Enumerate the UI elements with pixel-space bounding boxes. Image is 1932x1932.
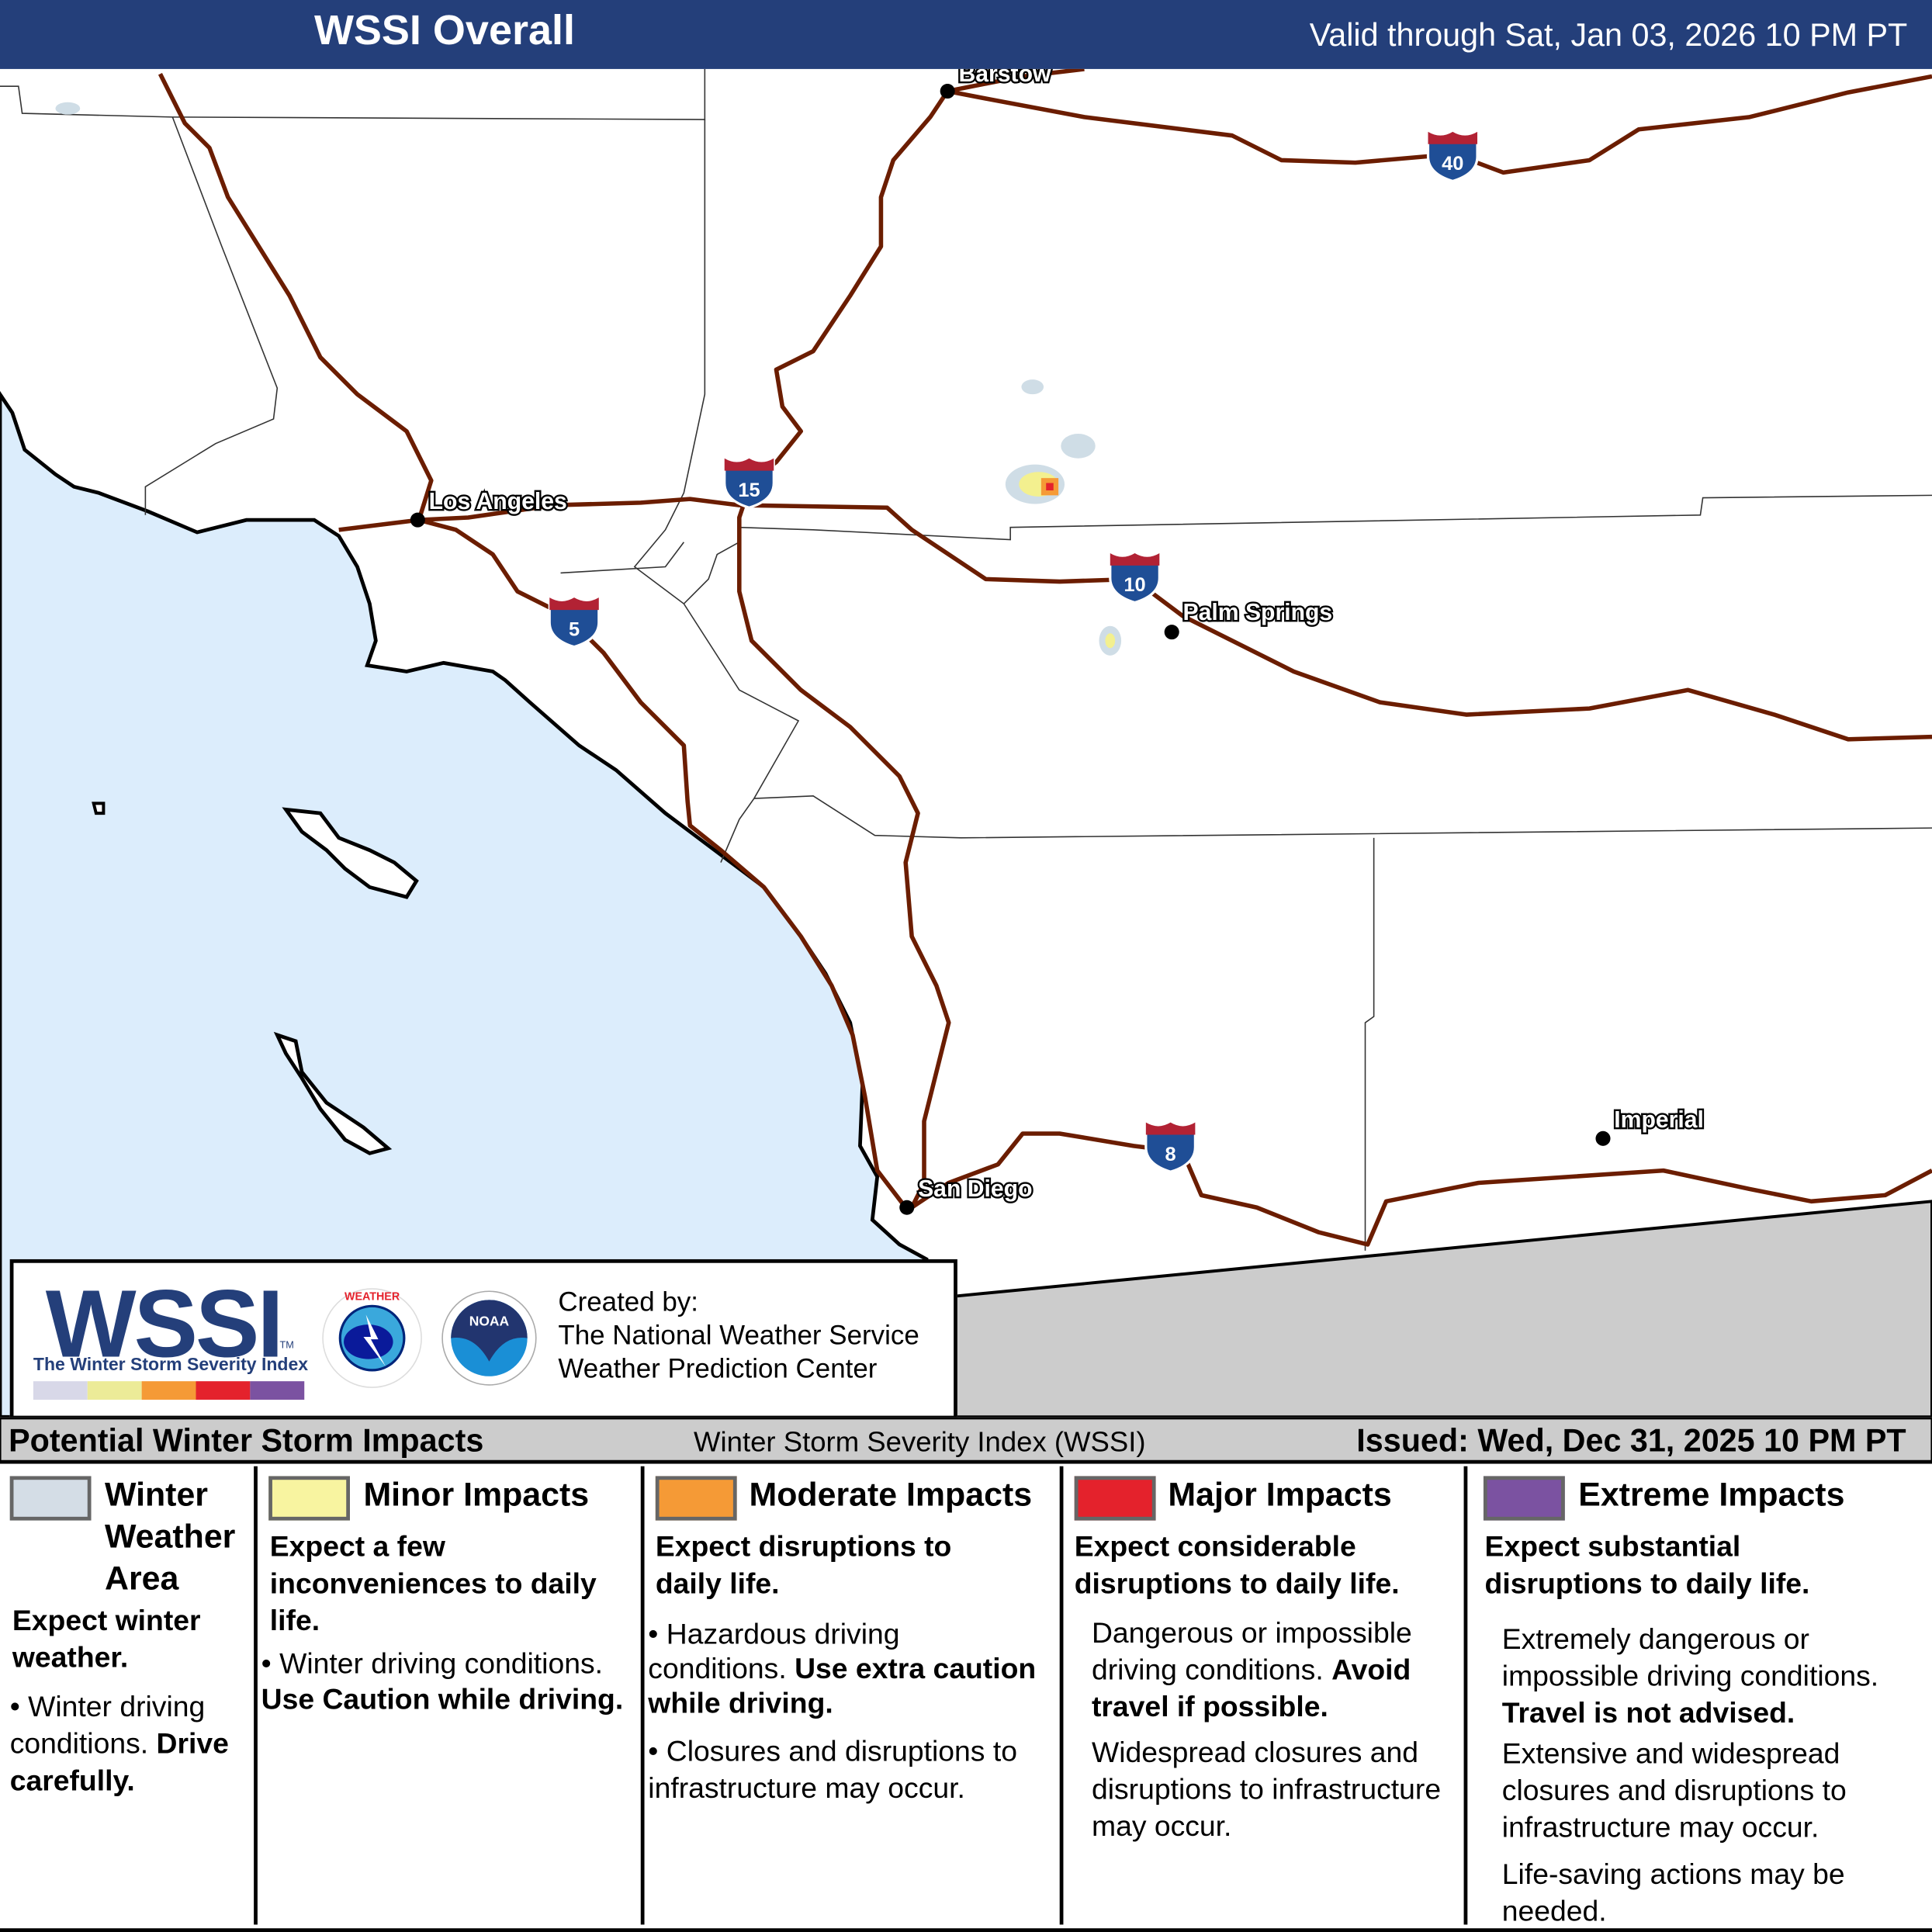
header-bar: WSSI Overall Valid through Sat, Jan 03, … (0, 0, 1932, 69)
swatch-major (1074, 1476, 1156, 1521)
barstow-west-route (947, 68, 1085, 94)
legend-extreme-impacts: Extreme Impacts Expect substantial disru… (1469, 1464, 1932, 1930)
interstate-shields: 40 15 10 5 8 (548, 130, 1479, 1173)
nws-logo-icon: WEATHER (322, 1288, 422, 1388)
trademark: TM (279, 1339, 294, 1351)
wssi-logo: WSSI (45, 1269, 284, 1378)
noaa-logo-icon: NOAA (441, 1290, 537, 1386)
legend-divider (1463, 1466, 1468, 1925)
legend-title: Potential Winter Storm Impacts (9, 1421, 484, 1459)
interstate-shield-5: 5 (548, 595, 601, 649)
swatch-minor (268, 1476, 350, 1521)
map-title: WSSI Overall (313, 7, 576, 54)
category-name: Moderate Impacts (749, 1476, 1033, 1514)
county-lines (0, 68, 1932, 1251)
category-bullet: • Closures and disruptions to infrastruc… (648, 1734, 1017, 1804)
created-by-text: Created by: The National Weather Service… (558, 1285, 919, 1385)
agency-logos: WEATHER NOAA (322, 1288, 537, 1388)
legend-winter-weather-area: Winter Weather Area Expect winter weathe… (0, 1464, 254, 1930)
legend-major-impacts: Major Impacts Expect considerable disrup… (1065, 1464, 1464, 1930)
category-name: Extreme Impacts (1578, 1476, 1845, 1514)
category-lead: Expect winter weather. (12, 1604, 201, 1674)
category-name: Minor Impacts (363, 1476, 590, 1514)
interstate-5-route (418, 518, 908, 1209)
ocean (0, 390, 939, 1418)
legend-minor-impacts: Minor Impacts Expect a few inconvenience… (258, 1464, 640, 1930)
category-lead: Expect considerable disruptions to daily… (1074, 1530, 1400, 1600)
category-name: Major Impacts (1168, 1476, 1392, 1514)
category-lead: Expect a few inconveniences to daily lif… (269, 1530, 597, 1636)
interstate-15-route (737, 89, 951, 1209)
interstate-8-route (910, 1131, 1932, 1247)
valid-time: Valid through Sat, Jan 03, 2026 10 PM PT (1309, 16, 1908, 54)
category-bullet: • Winter driving conditions. Use Caution… (261, 1647, 624, 1716)
island-catalina (282, 807, 419, 899)
svg-text:NOAA: NOAA (469, 1314, 510, 1329)
category-name: Winter Weather Area (104, 1476, 236, 1598)
legend-header-strip: Potential Winter Storm Impacts Winter St… (0, 1417, 1932, 1464)
index-name: Winter Storm Severity Index (WSSI) (694, 1425, 1146, 1458)
city-palm-springs: Palm Springs (1182, 600, 1332, 625)
category-bullet: • Winter driving conditions. Drive caref… (9, 1690, 229, 1797)
city-markers: Barstow Los Angeles Palm Springs San Die… (410, 69, 1705, 1215)
svg-text:5: 5 (569, 618, 580, 640)
island-san-clemente (273, 1031, 393, 1155)
bottom-border (0, 1928, 1932, 1932)
la-north-route (158, 73, 434, 521)
legend-divider (254, 1466, 258, 1925)
svg-text:WEATHER: WEATHER (345, 1290, 400, 1303)
interstate-10-route (338, 497, 1932, 742)
wssi-color-bar (33, 1381, 305, 1400)
legend-divider (1059, 1466, 1064, 1925)
svg-text:8: 8 (1165, 1144, 1176, 1165)
category-text: Extremely dangerous or impossible drivin… (1501, 1622, 1879, 1729)
svg-text:40: 40 (1442, 153, 1463, 175)
hazard-areas (55, 102, 1122, 656)
category-text: Widespread closures and disruptions to i… (1091, 1736, 1442, 1843)
city-barstow: Barstow (958, 69, 1051, 87)
credits-box: WSSI TM The Winter Storm Severity Index … (9, 1259, 957, 1420)
category-lead: Expect substantial disruptions to daily … (1484, 1530, 1810, 1600)
city-san-diego: San Diego (918, 1176, 1032, 1202)
interstate-shield-10: 10 (1109, 551, 1161, 604)
legend-divider (640, 1466, 645, 1925)
interstate-shield-8: 8 (1144, 1120, 1196, 1173)
legend-moderate-impacts: Moderate Impacts Expect disruptions to d… (646, 1464, 1060, 1930)
category-text: Dangerous or impossible driving conditio… (1091, 1616, 1412, 1723)
category-text: Life-saving actions may be needed. (1501, 1858, 1845, 1927)
swatch-extreme (1483, 1476, 1565, 1521)
swatch-winter-weather-area (9, 1476, 92, 1521)
svg-text:15: 15 (738, 480, 760, 501)
city-imperial: Imperial (1614, 1107, 1704, 1133)
city-los-angeles: Los Angeles (429, 489, 567, 514)
island-small (92, 802, 106, 815)
created-by-label: Created by: (558, 1286, 698, 1317)
category-bullet: • Hazardous driving conditions. Use extr… (648, 1618, 1037, 1719)
map: Barstow Los Angeles Palm Springs San Die… (0, 68, 1932, 1418)
issued-time: Issued: Wed, Dec 31, 2025 10 PM PT (1356, 1421, 1906, 1459)
svg-text:10: 10 (1124, 574, 1145, 596)
org-wpc: Weather Prediction Center (558, 1352, 878, 1384)
category-lead: Expect disruptions to daily life. (655, 1530, 952, 1600)
wssi-logo-subtitle: The Winter Storm Severity Index (33, 1355, 309, 1376)
category-text: Extensive and widespread closures and di… (1501, 1737, 1847, 1844)
interstate-shield-15: 15 (723, 455, 775, 509)
interstate-shield-40: 40 (1426, 130, 1479, 183)
org-nws: The National Weather Service (558, 1319, 919, 1351)
swatch-moderate (655, 1476, 737, 1521)
